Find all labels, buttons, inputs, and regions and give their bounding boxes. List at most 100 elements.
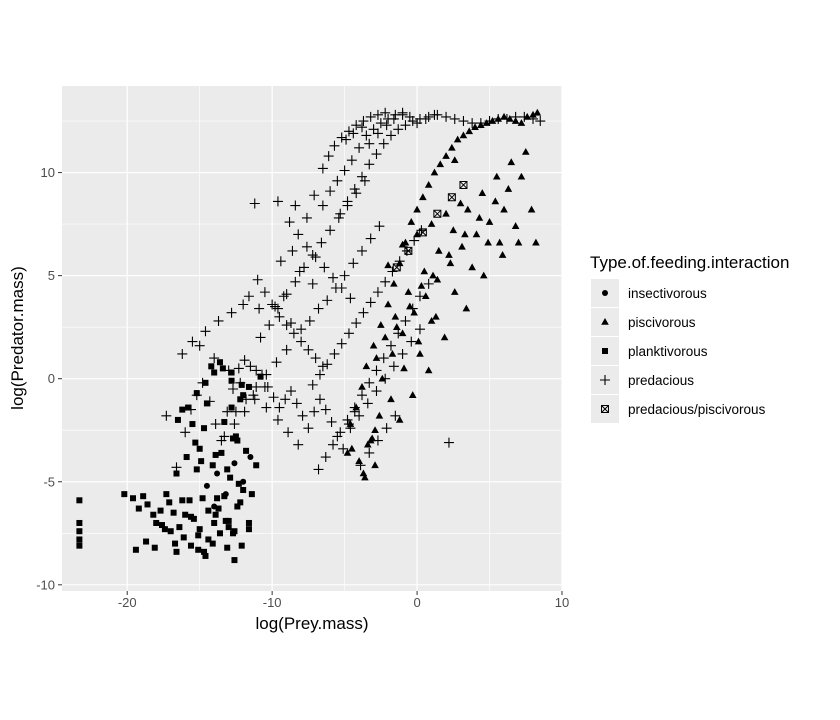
data-point [351,318,362,329]
data-point [491,197,500,205]
data-point [361,130,372,141]
data-point [407,303,418,314]
legend-label: insectivorous [628,286,707,301]
data-point [393,328,404,339]
data-point [195,546,202,553]
data-point [385,340,396,351]
data-point [342,414,353,425]
data-point [231,460,238,467]
data-point [211,519,218,526]
data-point [475,213,484,221]
data-point [209,462,216,469]
data-point [390,410,401,421]
data-point [521,147,530,155]
data-point [507,158,516,166]
data-point [121,491,128,498]
legend-key-square [602,348,608,354]
data-point [202,552,209,559]
legend-key-square-x [601,405,609,413]
data-point [362,362,371,370]
data-point [238,542,245,549]
data-point [465,127,474,135]
data-point [209,353,220,364]
data-point [328,439,339,450]
data-point [216,359,223,366]
data-point [372,109,383,120]
legend-label: predacious/piscivorous [628,402,766,417]
data-point [329,140,340,151]
data-point [320,404,331,415]
data-point [174,416,181,423]
data-point [329,348,340,359]
data-point [288,328,299,339]
y-tick-label: 0 [48,371,55,386]
data-point [432,109,443,120]
data-point [458,116,469,127]
data-point [234,503,241,510]
data-point [319,262,330,273]
data-point [479,271,488,279]
data-point [371,386,382,397]
data-point [338,443,349,454]
data-point [387,395,395,403]
legend-key-triangle [601,318,609,325]
data-point [212,511,219,518]
data-point [243,291,254,302]
data-point [432,312,440,320]
data-point [163,491,170,498]
data-point [240,487,247,493]
data-point [482,119,491,126]
y-tick-label: -5 [43,474,55,489]
data-point [309,406,320,417]
data-point [187,336,198,347]
data-point [404,288,413,295]
data-point [363,440,372,448]
data-point [222,517,229,524]
data-point [427,316,436,324]
data-point [230,406,241,417]
data-point [296,324,307,335]
data-point [150,511,157,518]
data-point [214,470,221,477]
data-point [135,505,142,512]
data-point [335,208,346,219]
x-tick-label: 0 [413,595,420,610]
data-point [235,480,242,487]
legend-label: piscivorous [628,315,696,330]
data-point [287,245,298,256]
data-point [274,311,285,322]
data-point [176,524,183,531]
data-point [372,128,383,139]
data-point [388,361,399,372]
data-point [467,118,478,129]
data-point [404,246,413,255]
data-point [261,369,272,380]
data-point [365,297,376,308]
data-point [380,107,391,118]
data-point [320,452,331,463]
data-point [410,308,418,316]
data-point [339,165,350,176]
data-point [400,364,408,372]
data-point [291,398,302,409]
data-point [161,526,168,533]
data-point [355,460,366,471]
data-point [76,528,83,535]
data-point [364,159,375,170]
data-point [153,519,160,526]
data-point [380,373,391,384]
data-point [245,519,252,526]
data-point [381,333,389,341]
data-point [235,377,246,388]
data-point [198,458,205,465]
data-point [230,435,237,442]
data-point [179,497,186,504]
data-point [417,281,426,289]
data-point [194,340,205,351]
data-point [218,449,225,456]
data-point [406,336,417,347]
data-point [341,134,352,145]
y-axis-title: log(Predator.mass) [8,266,27,410]
legend-label: predacious [628,373,694,388]
data-point [371,426,379,434]
